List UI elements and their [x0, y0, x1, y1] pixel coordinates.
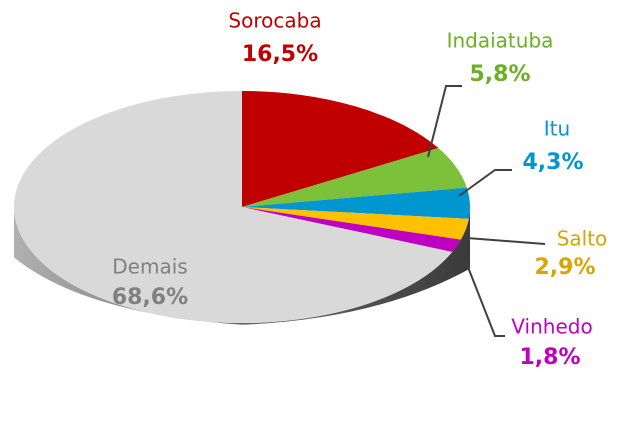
- leader-line: [427, 85, 462, 158]
- slice-name: Vinhedo: [511, 315, 592, 339]
- pie-top: [14, 91, 470, 323]
- pie-slice: [242, 207, 461, 252]
- slice-name: Demais: [112, 255, 187, 279]
- slice-value: 2,9%: [534, 255, 595, 280]
- labels: Sorocaba 16,5% Indaiatuba 5,8% Itu 4,3% Salto 2…: [112, 9, 607, 371]
- pie-slice: [242, 91, 439, 207]
- pie-slice: [242, 148, 467, 207]
- leader-line: [466, 237, 546, 245]
- slice-value: 1,8%: [519, 345, 580, 370]
- leader-line: [465, 261, 505, 337]
- slice-value: 5,8%: [469, 62, 530, 87]
- slice-name: Salto: [557, 227, 608, 251]
- leader-line: [458, 169, 512, 197]
- pie-slice: [242, 187, 470, 219]
- slice-value: 16,5%: [242, 42, 318, 67]
- slice-value: 4,3%: [522, 150, 583, 175]
- pie-slice: [242, 207, 469, 240]
- slice-name: Sorocaba: [228, 9, 321, 33]
- slice-value: 68,6%: [112, 285, 188, 310]
- pie-slice: [14, 91, 453, 323]
- slice-name: Indaiatuba: [447, 29, 554, 53]
- slice-name: Itu: [544, 117, 570, 141]
